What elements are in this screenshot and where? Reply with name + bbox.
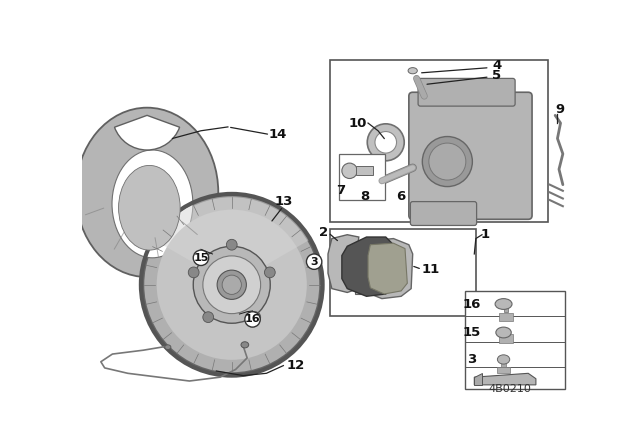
- Bar: [355, 285, 369, 294]
- Ellipse shape: [217, 270, 246, 299]
- Text: 2: 2: [319, 226, 328, 239]
- Bar: [356, 166, 372, 176]
- Bar: [339, 154, 385, 200]
- Ellipse shape: [227, 239, 237, 250]
- Ellipse shape: [408, 68, 417, 74]
- Ellipse shape: [497, 355, 509, 364]
- Bar: [330, 229, 476, 315]
- Text: 4B0210: 4B0210: [488, 383, 531, 394]
- Text: 3: 3: [310, 257, 318, 267]
- Bar: [501, 361, 506, 367]
- Text: 6: 6: [397, 190, 406, 202]
- Text: 16: 16: [244, 314, 260, 324]
- Ellipse shape: [188, 267, 199, 278]
- Circle shape: [193, 250, 209, 266]
- Polygon shape: [474, 373, 536, 385]
- Bar: [465, 291, 565, 389]
- Text: 7: 7: [336, 184, 345, 197]
- Text: 15: 15: [193, 253, 209, 263]
- Ellipse shape: [118, 165, 180, 250]
- Ellipse shape: [496, 327, 511, 338]
- Ellipse shape: [222, 275, 241, 294]
- Ellipse shape: [157, 210, 307, 360]
- Text: 15: 15: [463, 326, 481, 339]
- Wedge shape: [155, 196, 308, 285]
- Ellipse shape: [112, 150, 193, 258]
- Text: 13: 13: [274, 195, 292, 208]
- Ellipse shape: [367, 124, 404, 161]
- Bar: [355, 242, 369, 252]
- Text: 11: 11: [421, 263, 440, 276]
- Text: 1: 1: [481, 228, 490, 241]
- Ellipse shape: [250, 312, 260, 323]
- Ellipse shape: [264, 267, 275, 278]
- Text: 3: 3: [467, 353, 477, 366]
- Ellipse shape: [495, 299, 512, 310]
- Polygon shape: [365, 238, 413, 299]
- Text: 12: 12: [287, 359, 305, 372]
- Circle shape: [342, 163, 357, 178]
- Ellipse shape: [203, 312, 214, 323]
- Bar: [499, 313, 513, 321]
- Bar: [499, 334, 513, 343]
- Ellipse shape: [241, 342, 249, 348]
- Ellipse shape: [203, 256, 260, 314]
- Ellipse shape: [429, 143, 466, 180]
- FancyBboxPatch shape: [418, 78, 515, 106]
- Text: 9: 9: [556, 103, 564, 116]
- Text: 8: 8: [360, 190, 369, 202]
- Circle shape: [307, 254, 322, 269]
- Text: 4: 4: [492, 59, 501, 72]
- Ellipse shape: [164, 345, 171, 349]
- Text: 16: 16: [463, 297, 481, 310]
- Bar: [330, 60, 548, 222]
- Text: 10: 10: [348, 116, 367, 129]
- Ellipse shape: [375, 132, 397, 153]
- Ellipse shape: [143, 196, 320, 373]
- Ellipse shape: [193, 246, 270, 323]
- Wedge shape: [115, 116, 180, 150]
- Polygon shape: [368, 243, 407, 294]
- Polygon shape: [328, 235, 359, 293]
- FancyBboxPatch shape: [410, 202, 477, 225]
- Bar: [504, 302, 508, 313]
- Polygon shape: [342, 237, 394, 296]
- Bar: [497, 367, 509, 373]
- Ellipse shape: [76, 108, 218, 277]
- FancyBboxPatch shape: [409, 92, 532, 220]
- Circle shape: [245, 312, 260, 327]
- Text: 5: 5: [492, 69, 501, 82]
- Polygon shape: [474, 373, 482, 385]
- Text: 14: 14: [269, 128, 287, 141]
- Ellipse shape: [422, 137, 472, 186]
